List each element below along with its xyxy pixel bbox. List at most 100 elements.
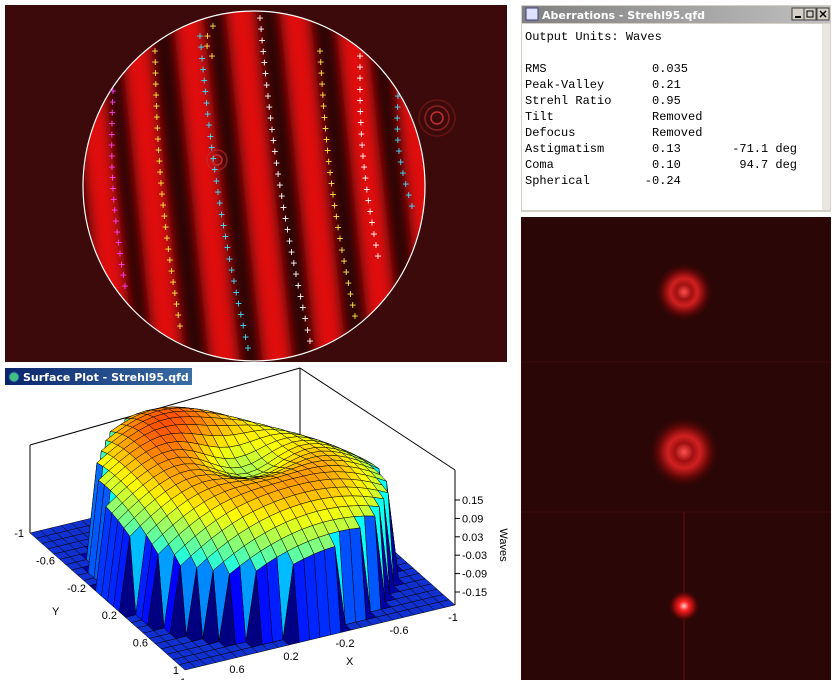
fringe-marker: + [211,164,218,178]
surface-facet [178,661,196,671]
window-buttons[interactable] [791,7,830,21]
minimize-button[interactable] [791,7,805,21]
fringe-marker: + [256,12,263,26]
row-value: -0.24 [645,174,681,188]
fringe-marker: + [152,78,159,92]
fringe-marker: + [224,242,231,256]
fringe-marker: + [118,258,125,272]
aberrations-window: Aberrations - Strehl95.qfd Output Units:… [521,5,831,212]
row-value: 0.21 [652,78,681,92]
text-area [522,24,822,210]
fringe-marker: + [163,232,170,246]
fringe-marker: + [108,118,115,132]
fringe-marker: + [356,61,363,75]
fringe-marker: + [306,335,313,349]
row-label: Coma [525,158,554,172]
fringe-marker: + [204,108,211,122]
fringe-marker: + [304,324,311,338]
fringe-marker: + [329,189,336,203]
fringe-marker: + [152,67,159,81]
window-icon [525,7,539,21]
y-axis-label: Y [52,606,60,618]
maximize-button[interactable] [803,7,817,21]
fringe-marker: + [399,167,406,181]
fringe-marker: + [271,146,278,160]
x-tick-label: 0.2 [283,651,298,663]
fringe [331,11,406,361]
fringe-marker: + [208,50,215,64]
fringe-marker: + [108,139,115,153]
fringe-marker: + [325,155,332,169]
fringe-marker: + [324,144,331,158]
fringe-marker: + [349,299,356,313]
fringe-marker: + [358,139,365,153]
fringe-marker: + [319,89,326,103]
fringe-marker: + [333,211,340,225]
fringe-marker: + [259,34,266,48]
fringe-marker: + [156,155,163,169]
fringe-marker: + [264,90,271,104]
fringe-marker: + [316,45,323,59]
fringe-marker: + [263,79,270,93]
row-extra: -71.1 deg [732,142,797,156]
row-label: Peak-Valley [525,78,604,92]
x-tick-label: 1 [180,677,186,680]
fringe-marker: + [299,302,306,316]
fringe-marker: + [237,309,244,323]
fringe-marker: + [357,106,364,120]
surface [29,406,456,671]
scrollbar[interactable] [822,24,830,210]
fringe-marker: + [222,231,229,245]
fringe-marker: + [359,150,366,164]
fringe-marker: + [318,78,325,92]
row-value: Removed [652,126,702,140]
psf-spot [654,262,714,322]
z-tick-label: -0.09 [462,569,487,581]
fringe-marker: + [226,253,233,267]
fringe-marker: + [165,243,172,257]
fringe-marker: + [110,193,117,207]
fringe-marker: + [233,286,240,300]
fringe-marker: + [153,89,160,103]
psf-images [521,217,831,680]
fringe-marker: + [295,279,302,293]
fringe-marker: + [120,269,127,283]
interferogram: ++++++++++++++++++++++++++++++++++++++++… [5,5,507,362]
fringe-marker: + [347,288,354,302]
fringe-marker: + [197,41,204,55]
fringe-marker: + [290,257,297,271]
fringe-marker: + [262,68,269,82]
fringe-marker: + [343,266,350,280]
fringes [83,11,425,361]
fringe-marker: + [257,23,264,37]
title-bar [522,6,830,23]
fringe-marker: + [297,290,304,304]
fringe-marker: + [323,133,330,147]
fringe-marker: + [154,133,161,147]
x-tick-label: -0.2 [336,638,355,650]
fringe-marker: + [363,183,370,197]
row-label: Spherical [525,174,590,188]
fringe-marker: + [171,287,178,301]
fringe-marker: + [317,56,324,70]
fringe [169,11,244,361]
fringe-marker: + [176,320,183,334]
fringe-marker: + [372,239,379,253]
fringe-marker: + [213,175,220,189]
z-tick-label: 0.03 [462,532,483,544]
fringe-marker: + [108,161,115,175]
fringe-marker: + [111,204,118,218]
fringe-marker: + [368,217,375,231]
fringe-marker: + [108,150,115,164]
fringe-marker: + [154,122,161,136]
fringe-marker: + [292,268,299,282]
fringe-marker: + [216,197,223,211]
fringe-marker: + [230,275,237,289]
row-label: Tilt [525,110,554,124]
fringe-marker: + [322,122,329,136]
x-axis-label: X [346,656,354,668]
fringe-marker: + [320,100,327,114]
fringe-marker: + [276,179,283,193]
fringe-marker: + [284,224,291,238]
